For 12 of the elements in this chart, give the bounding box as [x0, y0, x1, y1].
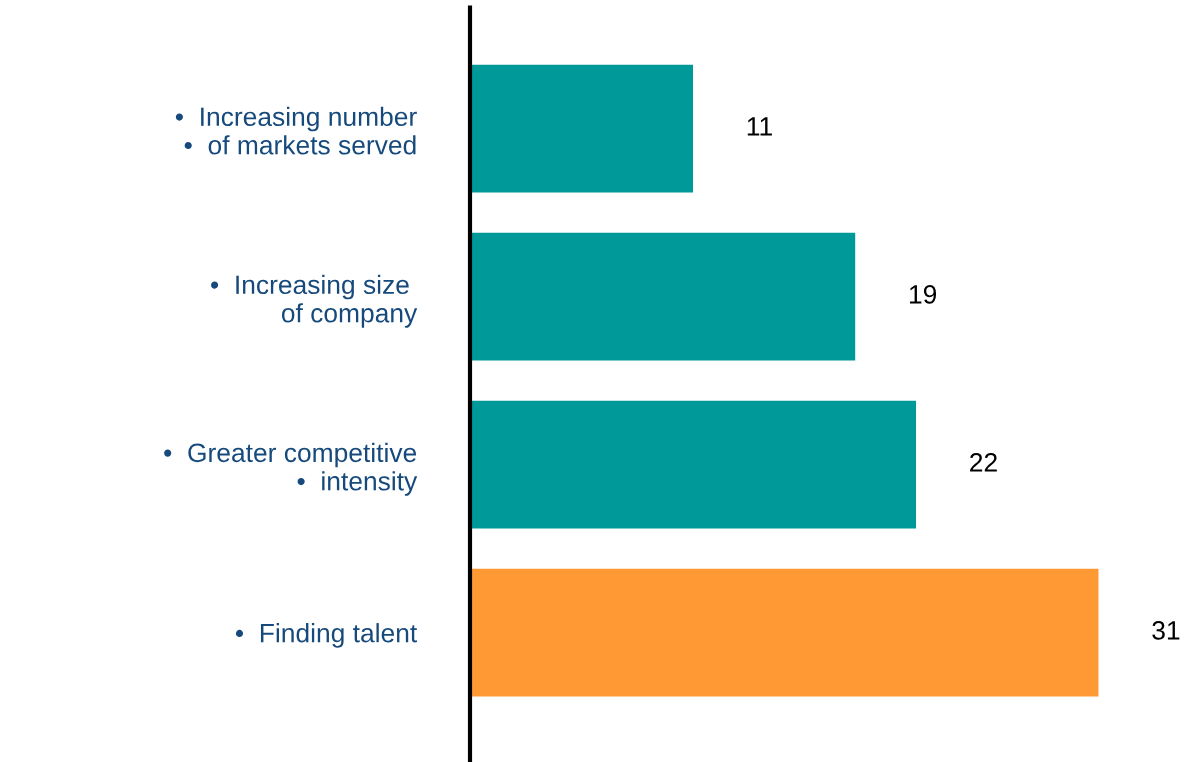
y-tick-label: • Greater competitive • intensity: [164, 442, 418, 496]
data-label: 31: [1152, 621, 1180, 640]
data-label: 22: [970, 453, 997, 472]
bar: [470, 232, 856, 361]
y-tick-label: • Finding talent: [235, 623, 418, 648]
y-tick-label: • Increasing size of company: [211, 274, 418, 328]
bar: [470, 400, 917, 529]
bar: [470, 568, 1099, 697]
bar: [470, 64, 694, 193]
data-label: 19: [909, 285, 937, 304]
y-tick-label: • Increasing number • of markets served: [175, 106, 417, 155]
data-label: 11: [747, 117, 772, 136]
